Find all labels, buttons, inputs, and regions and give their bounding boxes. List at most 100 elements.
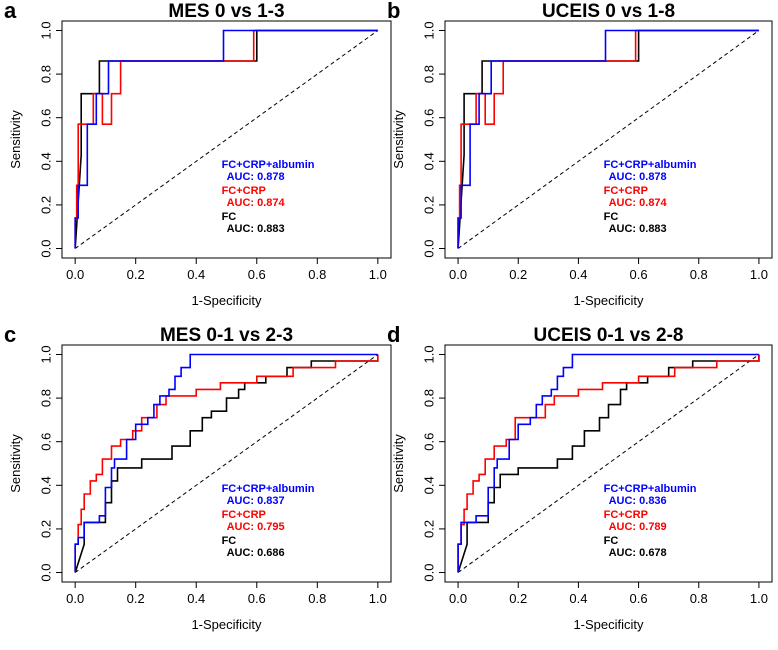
y-tick-label: 0.6 xyxy=(421,109,436,127)
roc-panel-c: c MES 0-1 vs 2-3 0.0 0.2 0.4 0.6 0.8 1.0 0.0 0.2 0… xyxy=(4,322,392,632)
x-tick-label: 0.4 xyxy=(569,267,587,282)
x-tick-label: 0.4 xyxy=(187,267,205,282)
roc-curve-fc xyxy=(457,29,759,249)
x-tick-label: 0.6 xyxy=(630,267,648,282)
panel-title: UCEIS 0 vs 1-8 xyxy=(542,1,675,22)
x-tick-label: 0.4 xyxy=(187,591,205,606)
roc-curve-fc-crp-albumin xyxy=(74,353,378,573)
auc-value-fc-crp: AUC: 0.874 xyxy=(609,197,668,209)
panel-title: UCEIS 0-1 vs 2-8 xyxy=(534,325,684,346)
x-tick-label: 0.8 xyxy=(690,591,708,606)
y-tick-label: 0.2 xyxy=(38,520,53,538)
x-axis-label: 1-Specificity xyxy=(191,293,262,308)
auc-value-fc-crp: AUC: 0.795 xyxy=(227,521,285,533)
y-tick-label: 0.2 xyxy=(421,520,436,538)
auc-value-fc: AUC: 0.883 xyxy=(609,223,667,235)
x-tick-label: 0.2 xyxy=(509,591,527,606)
y-tick-label: 0.4 xyxy=(38,476,53,494)
panel-letter: c xyxy=(4,322,16,347)
legend-label-fc-crp-albumin: FC+CRP+albumin xyxy=(222,159,315,171)
legend-label-fc-crp: FC+CRP xyxy=(222,185,266,197)
y-tick-label: 0.2 xyxy=(38,196,53,214)
plot-frame xyxy=(444,20,773,259)
y-tick-label: 0.8 xyxy=(38,389,53,407)
y-tick-label: 0.4 xyxy=(38,152,53,170)
y-tick-label: 0.0 xyxy=(421,563,436,581)
x-tick-label: 1.0 xyxy=(750,267,768,282)
roc-curve-fc-crp-albumin xyxy=(457,29,759,249)
x-tick-label: 0.4 xyxy=(569,591,587,606)
x-tick-label: 0.8 xyxy=(308,267,326,282)
y-tick-label: 0.8 xyxy=(421,389,436,407)
x-axis-label: 1-Specificity xyxy=(573,617,644,632)
x-axis-label: 1-Specificity xyxy=(191,617,262,632)
y-tick-label: 0.4 xyxy=(421,476,436,494)
x-tick-label: 0.0 xyxy=(66,591,84,606)
y-tick-label: 0.8 xyxy=(38,65,53,83)
auc-value-fc-crp-albumin: AUC: 0.878 xyxy=(227,171,285,183)
y-tick-label: 0.8 xyxy=(421,65,436,83)
auc-value-fc-crp-albumin: AUC: 0.836 xyxy=(609,495,667,507)
legend-label-fc-crp: FC+CRP xyxy=(604,509,648,521)
y-axis-label: Sensitivity xyxy=(391,110,406,169)
x-tick-label: 0.6 xyxy=(248,591,266,606)
y-tick-label: 0.6 xyxy=(38,433,53,451)
x-tick-label: 0.8 xyxy=(308,591,326,606)
x-tick-label: 0.0 xyxy=(449,591,467,606)
legend-label-fc: FC xyxy=(604,535,619,547)
auc-value-fc: AUC: 0.678 xyxy=(609,547,667,559)
plot-frame xyxy=(444,344,773,583)
auc-value-fc: AUC: 0.686 xyxy=(227,547,285,559)
roc-panel-a: a MES 0 vs 1-3 0.0 0.2 0.4 0.6 0.8 1.0 0.0 0.2 0.4… xyxy=(4,0,392,308)
x-tick-label: 0.0 xyxy=(66,267,84,282)
reference-diagonal xyxy=(74,30,379,249)
reference-diagonal xyxy=(74,354,379,573)
x-tick-label: 0.2 xyxy=(509,267,527,282)
x-tick-label: 0.6 xyxy=(630,591,648,606)
auc-value-fc-crp: AUC: 0.789 xyxy=(609,521,667,533)
legend-label-fc-crp-albumin: FC+CRP+albumin xyxy=(604,159,697,171)
x-tick-label: 0.8 xyxy=(690,267,708,282)
y-tick-label: 0.0 xyxy=(421,239,436,257)
x-tick-label: 1.0 xyxy=(369,591,387,606)
roc-curve-fc xyxy=(74,29,378,249)
x-tick-label: 0.6 xyxy=(248,267,266,282)
x-tick-label: 1.0 xyxy=(750,591,768,606)
plot-frame xyxy=(61,344,392,583)
panel-letter: b xyxy=(387,0,400,23)
legend-label-fc-crp-albumin: FC+CRP+albumin xyxy=(604,483,697,495)
roc-curve-fc-crp-albumin xyxy=(457,353,759,573)
panel-letter: a xyxy=(4,0,17,23)
y-tick-label: 1.0 xyxy=(421,345,436,363)
legend-label-fc-crp: FC+CRP xyxy=(604,185,648,197)
plot-frame xyxy=(61,20,392,259)
y-tick-label: 1.0 xyxy=(38,345,53,363)
reference-diagonal xyxy=(457,354,760,573)
x-tick-label: 0.2 xyxy=(127,591,145,606)
y-axis-label: Sensitivity xyxy=(8,434,23,493)
auc-value-fc-crp: AUC: 0.874 xyxy=(227,197,286,209)
legend-label-fc-crp: FC+CRP xyxy=(222,509,266,521)
roc-curve-fc-crp xyxy=(74,354,379,573)
auc-value-fc-crp-albumin: AUC: 0.878 xyxy=(609,171,667,183)
panel-title: MES 0 vs 1-3 xyxy=(168,1,284,22)
panel-title: MES 0-1 vs 2-3 xyxy=(160,325,293,346)
x-tick-label: 0.2 xyxy=(127,267,145,282)
y-tick-label: 0.4 xyxy=(421,152,436,170)
legend-label-fc: FC xyxy=(222,211,237,223)
panel-letter: d xyxy=(387,322,400,347)
legend-label-fc-crp-albumin: FC+CRP+albumin xyxy=(222,483,315,495)
y-tick-label: 0.0 xyxy=(38,239,53,257)
roc-curve-fc-crp-albumin xyxy=(74,29,378,249)
y-tick-label: 0.2 xyxy=(421,196,436,214)
y-axis-label: Sensitivity xyxy=(391,434,406,493)
y-tick-label: 0.6 xyxy=(38,109,53,127)
x-tick-label: 1.0 xyxy=(369,267,387,282)
y-axis-label: Sensitivity xyxy=(8,110,23,169)
y-tick-label: 1.0 xyxy=(421,21,436,39)
x-tick-label: 0.0 xyxy=(449,267,467,282)
x-axis-label: 1-Specificity xyxy=(573,293,644,308)
reference-diagonal xyxy=(457,30,760,249)
y-tick-label: 0.0 xyxy=(38,563,53,581)
